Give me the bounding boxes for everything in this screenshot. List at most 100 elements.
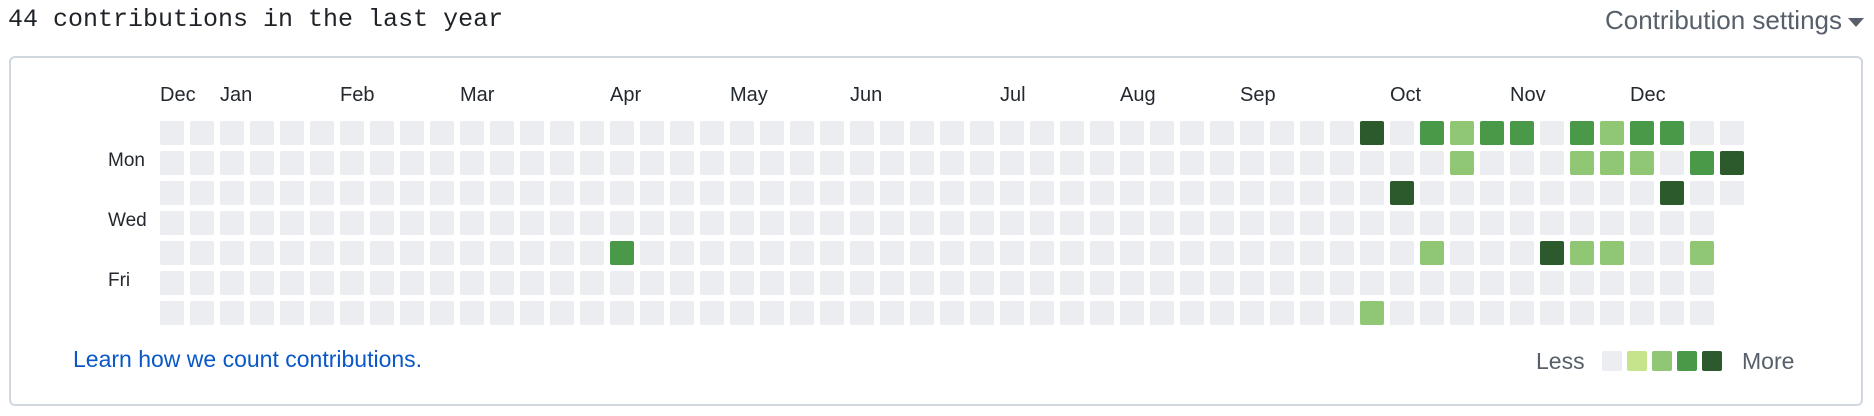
contribution-day-cell[interactable] [430, 301, 454, 325]
contribution-day-cell[interactable] [640, 241, 664, 265]
contribution-day-cell[interactable] [310, 211, 334, 235]
contribution-day-cell[interactable] [280, 181, 304, 205]
contribution-day-cell[interactable] [370, 121, 394, 145]
contribution-day-cell[interactable] [1540, 121, 1564, 145]
contribution-day-cell[interactable] [880, 211, 904, 235]
contribution-day-cell[interactable] [760, 211, 784, 235]
contribution-day-cell[interactable] [1060, 271, 1084, 295]
contribution-day-cell[interactable] [1420, 241, 1444, 265]
contribution-day-cell[interactable] [190, 211, 214, 235]
contribution-day-cell[interactable] [340, 181, 364, 205]
contribution-day-cell[interactable] [580, 271, 604, 295]
contribution-day-cell[interactable] [1600, 181, 1624, 205]
contribution-day-cell[interactable] [1570, 301, 1594, 325]
contribution-day-cell[interactable] [1420, 151, 1444, 175]
contribution-day-cell[interactable] [1120, 151, 1144, 175]
contribution-day-cell[interactable] [580, 241, 604, 265]
contribution-day-cell[interactable] [1660, 271, 1684, 295]
contribution-day-cell[interactable] [1240, 211, 1264, 235]
contribution-day-cell[interactable] [1630, 211, 1654, 235]
contribution-day-cell[interactable] [1450, 271, 1474, 295]
contribution-day-cell[interactable] [190, 271, 214, 295]
contribution-day-cell[interactable] [550, 241, 574, 265]
contribution-day-cell[interactable] [1210, 151, 1234, 175]
contribution-day-cell[interactable] [1690, 271, 1714, 295]
contribution-day-cell[interactable] [1360, 301, 1384, 325]
contribution-day-cell[interactable] [1270, 241, 1294, 265]
contribution-day-cell[interactable] [340, 301, 364, 325]
contribution-day-cell[interactable] [1150, 181, 1174, 205]
contribution-day-cell[interactable] [250, 121, 274, 145]
contribution-day-cell[interactable] [1690, 121, 1714, 145]
contribution-day-cell[interactable] [1180, 271, 1204, 295]
contribution-day-cell[interactable] [190, 241, 214, 265]
contribution-day-cell[interactable] [550, 211, 574, 235]
contribution-day-cell[interactable] [1210, 121, 1234, 145]
contribution-day-cell[interactable] [1240, 241, 1264, 265]
contribution-day-cell[interactable] [880, 241, 904, 265]
contribution-day-cell[interactable] [520, 271, 544, 295]
contribution-day-cell[interactable] [370, 181, 394, 205]
contribution-day-cell[interactable] [820, 211, 844, 235]
contribution-day-cell[interactable] [700, 241, 724, 265]
contribution-day-cell[interactable] [700, 121, 724, 145]
contribution-day-cell[interactable] [370, 271, 394, 295]
contribution-day-cell[interactable] [1360, 211, 1384, 235]
contribution-day-cell[interactable] [250, 241, 274, 265]
contribution-day-cell[interactable] [880, 151, 904, 175]
contribution-day-cell[interactable] [520, 151, 544, 175]
contribution-day-cell[interactable] [940, 211, 964, 235]
contribution-day-cell[interactable] [640, 301, 664, 325]
contribution-day-cell[interactable] [1060, 241, 1084, 265]
contribution-day-cell[interactable] [1000, 271, 1024, 295]
contribution-day-cell[interactable] [610, 301, 634, 325]
contribution-day-cell[interactable] [1600, 241, 1624, 265]
contribution-day-cell[interactable] [310, 301, 334, 325]
contribution-day-cell[interactable] [730, 301, 754, 325]
contribution-day-cell[interactable] [490, 181, 514, 205]
contribution-day-cell[interactable] [760, 151, 784, 175]
contribution-day-cell[interactable] [1360, 271, 1384, 295]
contribution-day-cell[interactable] [1300, 151, 1324, 175]
contribution-day-cell[interactable] [1120, 211, 1144, 235]
contribution-day-cell[interactable] [820, 241, 844, 265]
contribution-day-cell[interactable] [160, 211, 184, 235]
contribution-day-cell[interactable] [880, 121, 904, 145]
contribution-day-cell[interactable] [490, 211, 514, 235]
contribution-day-cell[interactable] [850, 271, 874, 295]
contribution-day-cell[interactable] [760, 301, 784, 325]
contribution-day-cell[interactable] [1480, 211, 1504, 235]
contribution-day-cell[interactable] [280, 121, 304, 145]
contribution-day-cell[interactable] [1600, 121, 1624, 145]
contribution-day-cell[interactable] [220, 151, 244, 175]
contribution-day-cell[interactable] [1000, 151, 1024, 175]
contribution-day-cell[interactable] [880, 271, 904, 295]
contribution-day-cell[interactable] [1630, 151, 1654, 175]
contribution-day-cell[interactable] [1180, 301, 1204, 325]
contribution-day-cell[interactable] [1300, 241, 1324, 265]
contribution-day-cell[interactable] [1570, 271, 1594, 295]
contribution-day-cell[interactable] [400, 241, 424, 265]
contribution-day-cell[interactable] [310, 271, 334, 295]
contribution-day-cell[interactable] [1360, 241, 1384, 265]
contribution-day-cell[interactable] [370, 211, 394, 235]
contribution-day-cell[interactable] [250, 211, 274, 235]
contribution-day-cell[interactable] [1060, 301, 1084, 325]
contribution-day-cell[interactable] [1690, 211, 1714, 235]
contribution-day-cell[interactable] [220, 301, 244, 325]
contribution-day-cell[interactable] [460, 181, 484, 205]
contribution-day-cell[interactable] [1600, 151, 1624, 175]
contribution-day-cell[interactable] [370, 151, 394, 175]
contribution-day-cell[interactable] [760, 121, 784, 145]
contribution-day-cell[interactable] [610, 151, 634, 175]
contribution-day-cell[interactable] [580, 181, 604, 205]
contribution-day-cell[interactable] [1270, 211, 1294, 235]
contribution-day-cell[interactable] [460, 241, 484, 265]
contribution-day-cell[interactable] [610, 121, 634, 145]
contribution-day-cell[interactable] [460, 271, 484, 295]
contribution-day-cell[interactable] [940, 121, 964, 145]
contribution-day-cell[interactable] [1630, 271, 1654, 295]
contribution-day-cell[interactable] [1420, 301, 1444, 325]
contribution-day-cell[interactable] [850, 181, 874, 205]
contribution-day-cell[interactable] [550, 181, 574, 205]
